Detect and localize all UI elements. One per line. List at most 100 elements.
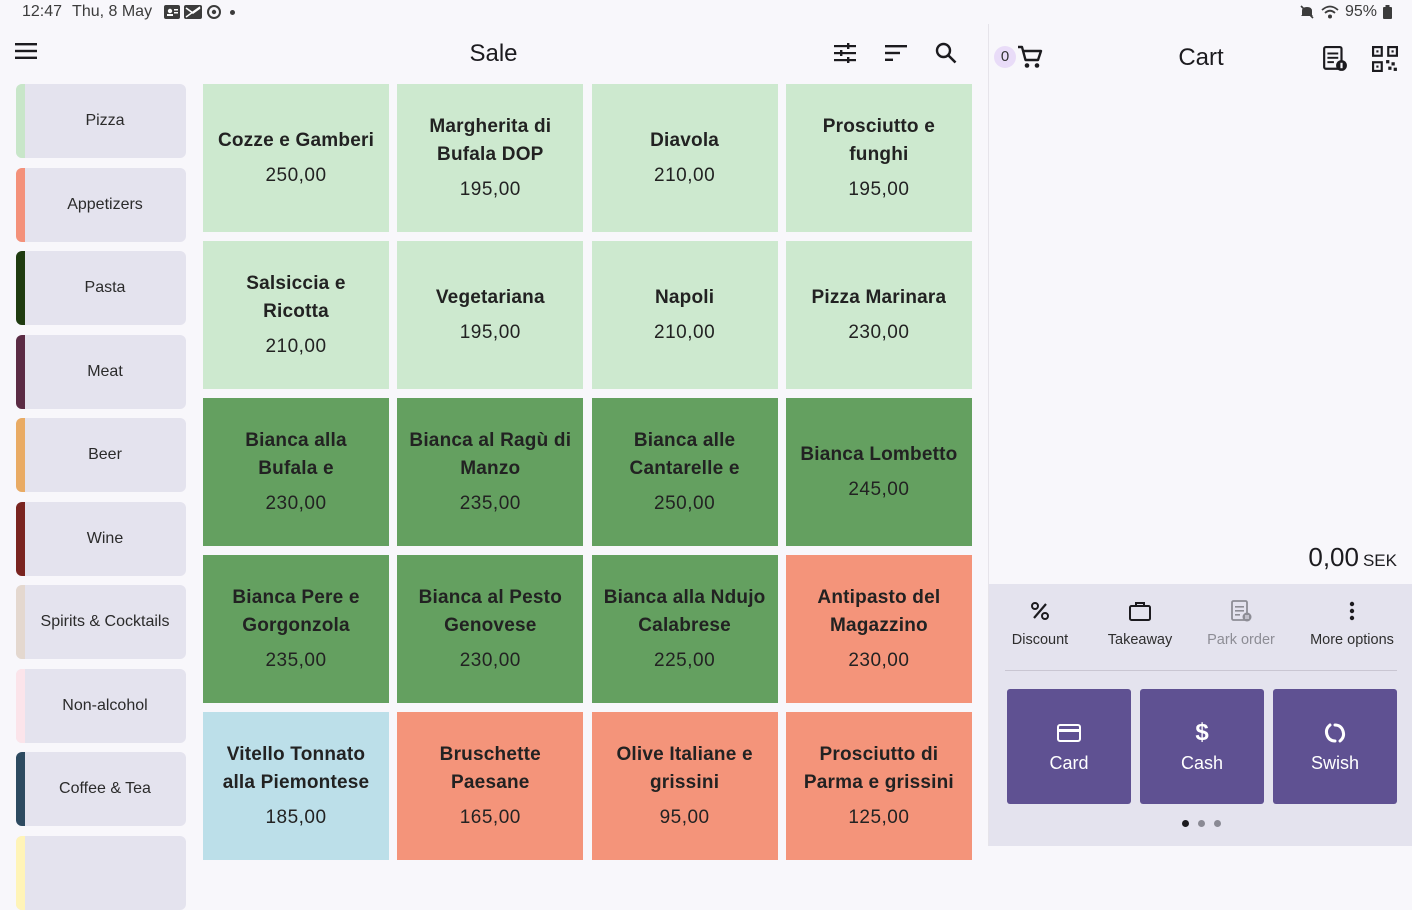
product-tile[interactable]: Prosciutto di Parma e grissini 125,00: [785, 712, 972, 860]
category-button[interactable]: Pasta: [16, 251, 186, 325]
category-color-stripe: [16, 835, 25, 910]
page-dot[interactable]: [1181, 820, 1189, 827]
page-title: Sale: [469, 40, 518, 67]
category-button[interactable]: Wine: [16, 501, 186, 576]
category-button[interactable]: Spirits & Cocktails: [16, 585, 186, 659]
filter-button[interactable]: [832, 40, 858, 66]
product-tile[interactable]: Salsiccia e Ricotta 210,00: [203, 241, 389, 389]
cart-header: 0 Cart: [989, 24, 1412, 94]
notification-dot-icon: [230, 9, 236, 15]
product-name: Margherita di Bufala DOP: [429, 116, 552, 165]
park-order-button[interactable]: Park order: [1191, 594, 1291, 648]
category-button[interactable]: Meat: [16, 334, 186, 409]
product-name: Salsiccia e Ricotta: [246, 273, 346, 322]
swish-payment-button[interactable]: Swish: [1273, 689, 1397, 804]
product-tile[interactable]: Napoli 210,00: [591, 241, 778, 389]
product-tile[interactable]: Vitello Tonnato alla Piemontese 185,00: [203, 712, 389, 860]
category-label: Meat: [87, 362, 123, 380]
cash-payment-button[interactable]: $ Cash: [1140, 689, 1264, 804]
category-button[interactable]: Non-alcohol: [16, 668, 186, 743]
sync-icon: [207, 5, 222, 19]
category-button[interactable]: [16, 835, 186, 910]
more-vertical-icon: [1349, 594, 1355, 628]
product-tile[interactable]: Antipasto del Magazzino 230,00: [785, 555, 972, 703]
page-dot[interactable]: [1197, 820, 1205, 827]
product-tile[interactable]: Bianca al Pesto Genovese 230,00: [397, 555, 584, 703]
product-tile[interactable]: Olive Italiane e grissini 95,00: [591, 712, 778, 860]
status-bar: 12:47 Thu, 8 May 95%: [0, 0, 1412, 24]
page-indicator: [989, 820, 1412, 827]
card-payment-button[interactable]: Card: [1007, 689, 1131, 804]
product-price: 210,00: [654, 165, 716, 186]
product-name: Bianca alla Ndujo Calabrese: [603, 587, 766, 636]
category-button[interactable]: Appetizers: [16, 167, 186, 242]
cart-pane: 0 Cart 0,00 SEK Discount Takeaway Park orde…: [988, 24, 1412, 846]
qr-scan-icon[interactable]: [1372, 46, 1398, 72]
product-tile[interactable]: Bianca Pere e Gorgonzola 235,00: [203, 555, 389, 703]
product-price: 225,00: [654, 650, 716, 671]
page-dot[interactable]: [1213, 820, 1221, 827]
product-tile[interactable]: Bruschette Paesane 165,00: [397, 712, 584, 860]
category-button[interactable]: Coffee & Tea: [16, 752, 186, 826]
cart-count-badge: 0: [994, 46, 1016, 68]
product-price: 210,00: [654, 322, 716, 343]
cart-title: Cart: [1178, 44, 1224, 71]
product-tile[interactable]: Diavola 210,00: [591, 84, 778, 232]
category-label: Non-alcohol: [62, 696, 148, 714]
sale-pane: Sale Pizza Appetizers Pasta Meat Beer Wine Spi…: [0, 24, 987, 910]
product-price: 230,00: [848, 322, 910, 343]
product-price: 185,00: [265, 807, 327, 828]
product-price: 210,00: [265, 336, 327, 357]
product-name: Vitello Tonnato alla Piemontese: [222, 744, 370, 793]
category-color-stripe: [16, 418, 25, 492]
category-color-stripe: [16, 84, 25, 158]
product-tile[interactable]: Vegetariana 195,00: [397, 241, 584, 389]
category-button[interactable]: Beer: [16, 418, 186, 492]
product-name: Vegetariana: [435, 287, 545, 308]
clock: 12:47: [22, 3, 63, 20]
product-tile[interactable]: Bianca Lombetto 245,00: [785, 398, 972, 546]
product-name: Olive Italiane e grissini: [616, 744, 753, 793]
takeaway-button[interactable]: Takeaway: [1090, 594, 1190, 648]
date: Thu, 8 May: [72, 3, 153, 20]
more-options-button[interactable]: More options: [1302, 594, 1402, 648]
product-name: Bianca alle Cantarelle e Bres...: [629, 430, 740, 479]
cart-icon[interactable]: [1017, 44, 1043, 70]
payment-label: Swish: [1310, 753, 1359, 773]
product-price: 195,00: [848, 179, 910, 200]
contact-card-icon: [164, 5, 181, 19]
product-price: 250,00: [265, 165, 327, 186]
product-tile[interactable]: Margherita di Bufala DOP 195,00: [397, 84, 584, 232]
wifi-icon: [1321, 5, 1339, 19]
percent-icon: [1030, 594, 1050, 628]
category-color-stripe: [16, 167, 25, 242]
product-price: 235,00: [265, 650, 327, 671]
product-tile[interactable]: Bianca alla Bufala e Prosciutto 230,00: [203, 398, 389, 546]
product-name: Bianca al Ragù di Manzo: [409, 430, 572, 479]
category-label: Coffee & Tea: [59, 780, 151, 797]
order-list-icon[interactable]: [1322, 46, 1348, 72]
product-price: 250,00: [654, 493, 716, 514]
sort-icon: [885, 45, 907, 61]
product-tile[interactable]: Bianca al Ragù di Manzo 235,00: [397, 398, 584, 546]
search-button[interactable]: [933, 40, 959, 66]
product-tile[interactable]: Cozze e Gamberi 250,00: [203, 84, 389, 232]
discount-button[interactable]: Discount: [990, 594, 1090, 648]
product-tile[interactable]: Bianca alla Ndujo Calabrese 225,00: [591, 555, 778, 703]
option-label: Park order: [1207, 632, 1275, 648]
product-tile[interactable]: Bianca alle Cantarelle e Bres... 250,00: [591, 398, 778, 546]
menu-button[interactable]: [12, 38, 40, 64]
category-label: Pasta: [84, 279, 126, 296]
product-tile[interactable]: Pizza Marinara 230,00: [785, 241, 972, 389]
credit-card-icon: [1057, 719, 1081, 747]
product-name: Napoli: [654, 287, 715, 308]
product-tile[interactable]: Prosciutto e funghi 195,00: [785, 84, 972, 232]
product-name: Pizza Marinara: [811, 287, 947, 308]
category-button[interactable]: Pizza: [16, 84, 186, 158]
sale-toolbar: Sale: [0, 24, 987, 84]
sort-button[interactable]: [883, 40, 909, 66]
product-price: 245,00: [848, 479, 910, 500]
product-name: Prosciutto di Parma e grissini: [803, 744, 954, 793]
category-label: Beer: [88, 446, 122, 463]
mail-off-icon: [184, 5, 203, 19]
